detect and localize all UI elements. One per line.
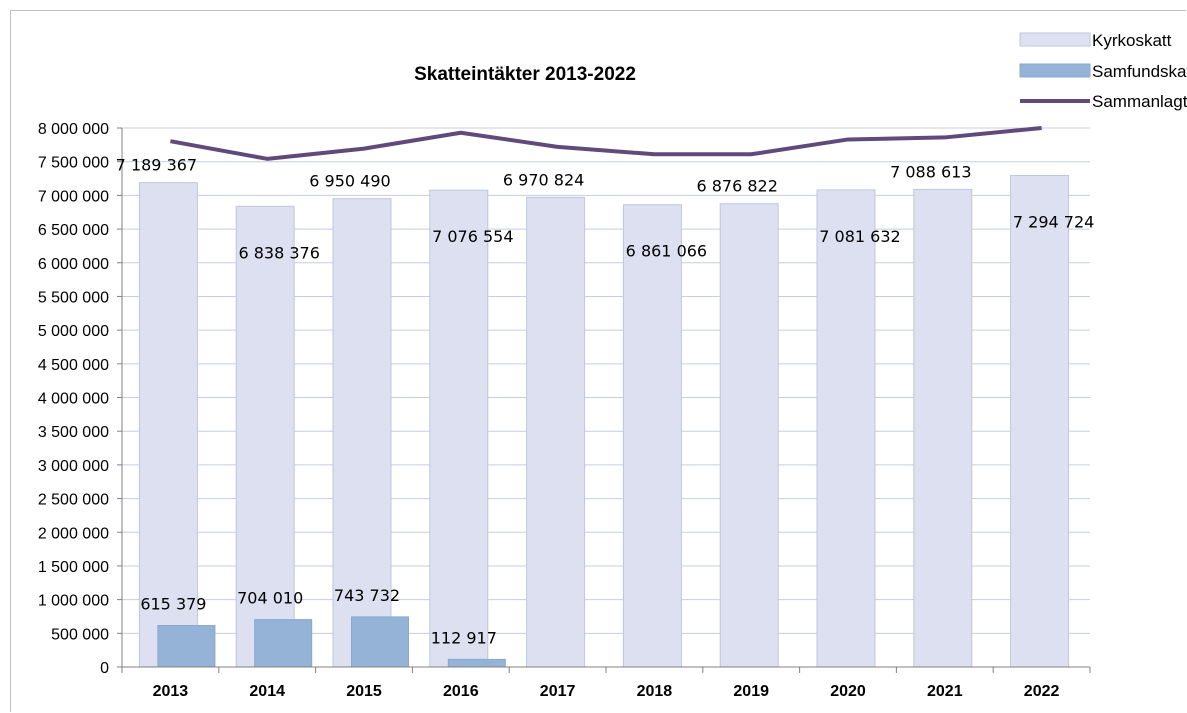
x-tick-label: 2020 [830, 683, 866, 700]
data-labels: 7 189 367 615 379 6 838 376 704 010 6 950 49… [116, 156, 1095, 648]
data-label-kyrkoskatt: 7 081 632 [819, 227, 900, 246]
x-tick-label: 2019 [733, 683, 769, 700]
data-label-kyrkoskatt: 6 876 822 [696, 177, 777, 196]
legend-swatch-samfundskatt [1019, 63, 1091, 78]
y-tick-label: 1 500 000 [38, 559, 109, 576]
data-label-kyrkoskatt: 7 088 613 [890, 162, 971, 181]
y-tick-label: 3 500 000 [38, 424, 109, 441]
bar-samfundskatt [254, 619, 313, 668]
data-label-kyrkoskatt: 7 076 554 [432, 227, 513, 246]
bar-kyrkoskatt [622, 204, 682, 668]
y-tick-label: 1 000 000 [38, 593, 109, 610]
bar-kyrkoskatt [235, 205, 295, 668]
x-tick-label: 2018 [637, 683, 673, 700]
bar-kyrkoskatt [913, 188, 973, 668]
data-label-samfundskatt: 112 917 [431, 628, 497, 647]
x-tick-label: 2013 [153, 683, 189, 700]
y-tick-label: 4 000 000 [38, 391, 109, 408]
data-label-kyrkoskatt: 7 294 724 [1013, 213, 1094, 232]
bar-kyrkoskatt [1010, 175, 1070, 668]
y-tick-label: 2 000 000 [38, 525, 109, 542]
y-tick-label: 3 000 000 [38, 458, 109, 475]
data-label-kyrkoskatt: 6 950 490 [309, 172, 390, 191]
y-tick-label: 4 500 000 [38, 357, 109, 374]
x-tick-label: 2015 [346, 683, 382, 700]
legend-swatch-kyrkoskatt [1019, 32, 1091, 47]
y-tick-label: 500 000 [51, 626, 109, 643]
legend-label-samfundskatt: Samfundskatt [1092, 62, 1187, 81]
data-label-samfundskatt: 743 732 [334, 586, 400, 605]
x-tick-label: 2016 [443, 683, 479, 700]
y-tick-label: 8 000 000 [38, 121, 109, 138]
series-samfundskatt [157, 616, 506, 668]
bar-kyrkoskatt [429, 189, 489, 668]
bar-kyrkoskatt [816, 189, 876, 668]
bar-samfundskatt [351, 616, 409, 668]
bar-kyrkoskatt [526, 196, 586, 668]
data-label-kyrkoskatt: 6 861 066 [626, 242, 707, 261]
line-sammanlagt [170, 126, 1042, 161]
legend-label-kyrkoskatt: Kyrkoskatt [1092, 31, 1172, 50]
data-label-samfundskatt: 704 010 [237, 589, 303, 608]
bar-samfundskatt [447, 658, 506, 668]
x-tick-label: 2014 [249, 683, 285, 700]
bar-kyrkoskatt [719, 203, 779, 668]
series-kyrkoskatt [138, 175, 1070, 668]
y-tick-label: 5 500 000 [38, 289, 109, 306]
x-tick-label: 2022 [1024, 683, 1060, 700]
y-tick-label: 2 500 000 [38, 492, 109, 509]
bar-kyrkoskatt [332, 198, 392, 668]
y-tick-label: 6 000 000 [38, 256, 109, 273]
chart-frame [10, 10, 1186, 712]
data-label-kyrkoskatt: 6 970 824 [503, 170, 584, 189]
chart-title: Skatteintäkter 2013-2022 [414, 64, 636, 85]
y-tick-label: 6 500 000 [38, 222, 109, 239]
data-label-kyrkoskatt: 6 838 376 [238, 243, 319, 262]
y-tick-label: 7 500 000 [38, 155, 109, 172]
series-sammanlagt [170, 126, 1042, 161]
y-tick-label: 7 000 000 [38, 188, 109, 205]
bar-kyrkoskatt [138, 182, 198, 668]
x-tick-label: 2021 [927, 683, 963, 700]
data-label-samfundskatt: 615 379 [140, 595, 206, 614]
y-tick-label: 5 000 000 [38, 323, 109, 340]
y-tick-label: 0 [100, 660, 109, 677]
legend: Kyrkoskatt Samfundskatt Sammanlagt [1019, 31, 1187, 111]
legend-label-sammanlagt: Sammanlagt [1092, 92, 1187, 111]
axes: 0 500 000 1 000 000 1 500 000 2 000 000 2 500… [38, 121, 1091, 700]
x-tick-label: 2017 [540, 683, 576, 700]
bar-samfundskatt [157, 625, 216, 668]
data-label-kyrkoskatt: 7 189 367 [116, 156, 197, 175]
